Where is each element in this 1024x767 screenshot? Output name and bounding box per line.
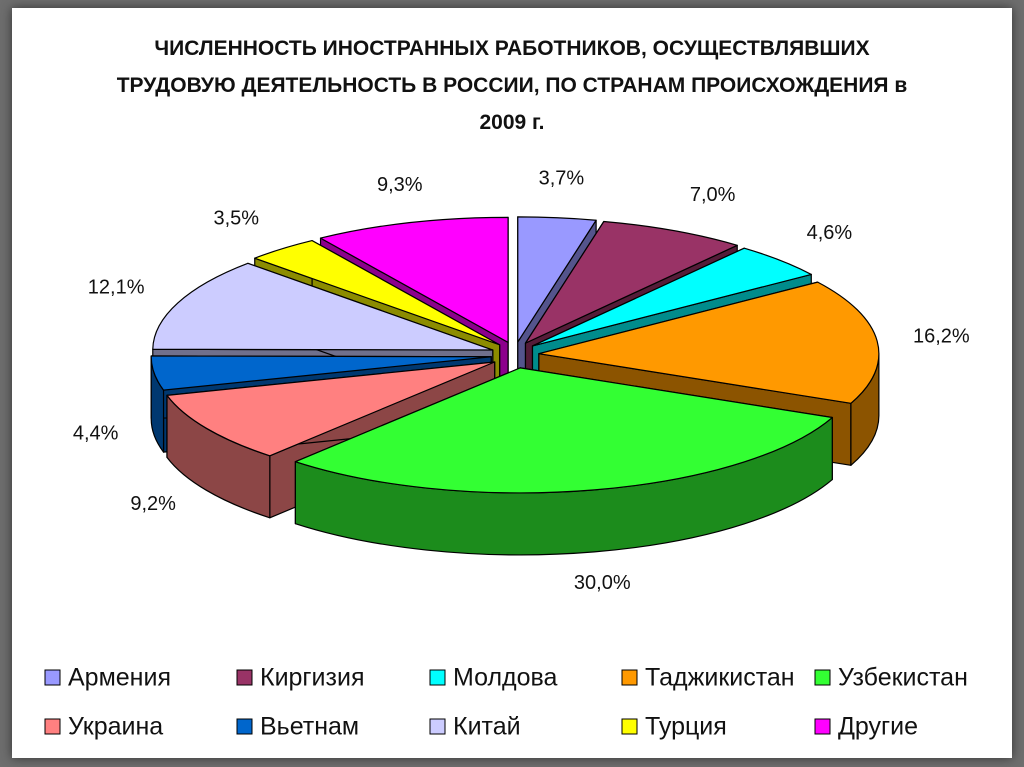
chart-title: ЧИСЛЕННОСТЬ ИНОСТРАННЫХ РАБОТНИКОВ, ОСУЩ… <box>116 37 908 134</box>
data-label: 4,6% <box>807 222 853 244</box>
data-label: 3,5% <box>213 207 259 229</box>
slice <box>254 239 501 346</box>
legend-label: Таджикистан <box>645 664 795 692</box>
slice <box>524 220 738 344</box>
legend-label: Армения <box>68 664 171 692</box>
data-label: 4,4% <box>73 422 119 444</box>
legend-swatch <box>814 669 831 686</box>
legend-swatch <box>236 718 253 735</box>
legend-swatch <box>44 718 61 735</box>
slice <box>531 247 812 347</box>
legend-label: Киргизия <box>260 664 364 692</box>
legend-label: Другие <box>838 713 918 741</box>
slice <box>538 281 880 404</box>
legend-swatch <box>429 718 446 735</box>
legend-swatch <box>814 718 831 735</box>
slice <box>150 355 492 391</box>
data-label: 30,0% <box>574 572 631 594</box>
legend-label: Молдова <box>453 664 558 692</box>
legend-label: Украина <box>68 713 163 741</box>
legend-label: Вьетнам <box>260 713 359 741</box>
legend-swatch <box>429 669 446 686</box>
data-label: 9,2% <box>130 493 176 515</box>
legend-label: Турция <box>645 713 727 741</box>
legend-swatch <box>44 669 61 686</box>
legend-label: Узбекистан <box>838 664 968 692</box>
data-label: 16,2% <box>913 326 970 348</box>
data-label: 9,3% <box>377 174 423 196</box>
legend-label: Китай <box>453 713 521 741</box>
data-label: 12,1% <box>88 277 145 299</box>
legend-swatch <box>621 669 638 686</box>
data-label: 7,0% <box>690 184 736 206</box>
slice <box>517 216 597 343</box>
legend-swatch <box>236 669 253 686</box>
slice <box>319 216 509 343</box>
legend-swatch <box>621 718 638 735</box>
slice <box>166 361 496 457</box>
slice <box>294 367 833 494</box>
slice <box>152 262 494 351</box>
data-label: 3,7% <box>539 167 585 189</box>
